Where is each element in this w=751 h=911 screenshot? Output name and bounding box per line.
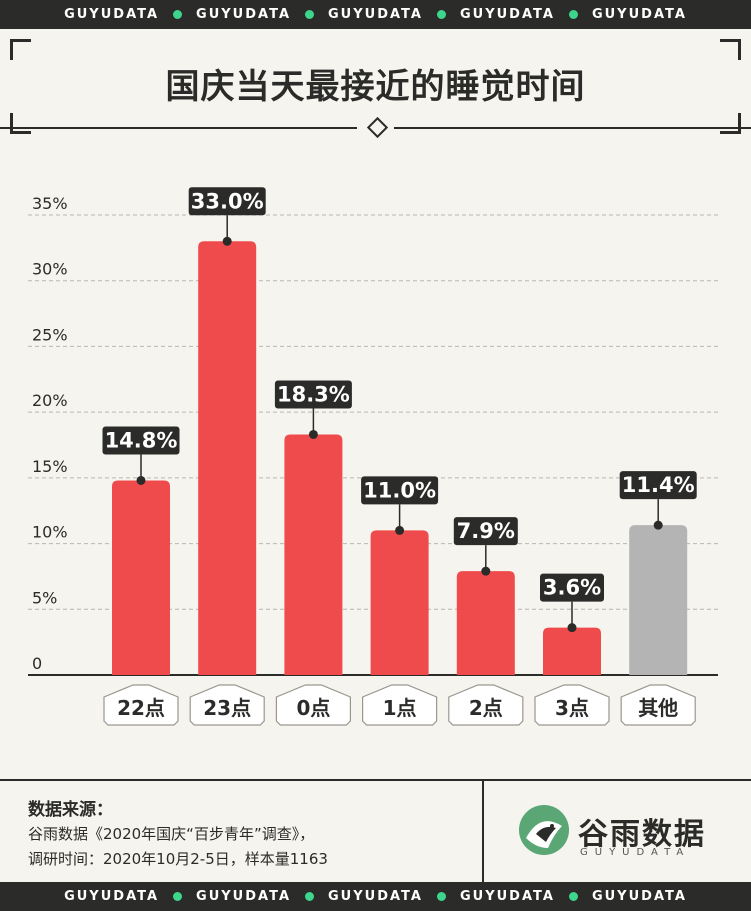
footer: 数据来源： 谷雨数据《2020年国庆“百步青年”调查》， 调研时间：2020年1… (0, 779, 751, 884)
value-label-box (361, 476, 439, 505)
banner-dot (173, 10, 183, 19)
category-label: 2点 (469, 696, 503, 720)
bar (284, 434, 343, 675)
value-label-box (540, 573, 604, 602)
value-label: 3.6% (543, 576, 601, 600)
title-frame-corner (720, 113, 741, 134)
banner-text: GUYUDATA (64, 889, 160, 904)
value-label-box (188, 187, 266, 216)
bar (198, 241, 257, 676)
banner-text: GUYUDATA (196, 889, 292, 904)
source-text: 谷雨数据《2020年国庆“百步青年”调查》， (28, 825, 315, 843)
banner-dot (568, 892, 578, 901)
banner-dot (173, 892, 183, 901)
bar-dot (653, 520, 663, 530)
bar-chart: 0 5% 10% 15% 20% 25% 30% 35% 14.8% 22点 33.0% 23点 18.… (28, 187, 718, 726)
y-tick-label: 35% (32, 194, 68, 213)
banner-text: GUYUDATA (64, 7, 160, 22)
main-panel: 国庆当天最接近的睡觉时间 0 5% 10% 15% 20% 25% 30% 35% 14.8% 2… (0, 29, 751, 884)
category-tag (534, 684, 610, 726)
bar-dot (567, 623, 577, 633)
bar-dot (136, 475, 146, 485)
banner-text: GUYUDATA (328, 7, 423, 22)
y-tick-label: 25% (32, 325, 68, 344)
chart-title: 国庆当天最接近的睡觉时间 (165, 67, 586, 107)
value-label-box (274, 380, 352, 409)
bar (543, 627, 601, 675)
banner-dot (305, 10, 315, 19)
banner-dot (436, 10, 446, 19)
y-tick-label: 5% (32, 588, 57, 607)
banner-text: GUYUDATA (459, 7, 555, 22)
y-tick-label: 10% (32, 523, 68, 542)
category-label: 22点 (117, 696, 165, 720)
value-label-box (453, 517, 518, 546)
title-divider (394, 127, 751, 129)
value-label: 11.4% (622, 473, 695, 497)
bar-dot (222, 236, 232, 246)
title-frame-corner (10, 39, 31, 60)
brand-name: 谷雨数据 (578, 817, 706, 852)
top-banner: GUYUDATA GUYUDATA GUYUDATA GUYUDATA GUYU… (0, 0, 751, 29)
bar (370, 530, 429, 675)
value-label: 11.0% (363, 478, 436, 502)
bar-dot (308, 429, 318, 439)
title-frame-corner (720, 39, 741, 60)
category-tag (620, 684, 696, 726)
y-tick-label: 30% (32, 260, 68, 279)
brand-subtitle: GUYUDATA (580, 847, 691, 858)
banner-dot (568, 10, 578, 19)
bar (112, 480, 170, 675)
y-tick-label: 0 (32, 654, 42, 673)
category-label: 其他 (638, 696, 678, 720)
category-label: 3点 (555, 696, 589, 720)
value-label: 33.0% (191, 189, 264, 213)
banner-text: GUYUDATA (459, 889, 555, 904)
category-tag (103, 684, 179, 726)
category-tag (189, 684, 265, 726)
banner-text: GUYUDATA (591, 7, 687, 22)
value-label: 14.8% (105, 428, 178, 452)
banner-dot (436, 892, 446, 901)
bar-dot (395, 525, 405, 535)
bar (629, 525, 688, 675)
title-frame-corner (10, 113, 31, 134)
category-label: 23点 (203, 696, 251, 720)
title-divider (0, 127, 357, 129)
y-tick-label: 20% (32, 391, 68, 410)
value-label: 7.9% (457, 519, 515, 543)
category-tag (275, 684, 351, 726)
category-tag (448, 684, 524, 726)
banner-dot (305, 892, 315, 901)
category-tag (362, 684, 438, 726)
source-text: 调研时间：2020年10月2-5日，样本量1163 (28, 850, 328, 868)
banner-text: GUYUDATA (328, 889, 423, 904)
value-label-box (102, 426, 180, 455)
banner-text: GUYUDATA (591, 889, 687, 904)
value-label-box (619, 471, 697, 500)
category-label: 0点 (296, 696, 330, 720)
bar-dot (481, 566, 491, 576)
value-label: 18.3% (277, 382, 350, 406)
y-tick-label: 15% (32, 457, 68, 476)
banner-text: GUYUDATA (196, 7, 292, 22)
bar (456, 571, 515, 675)
source-title: 数据来源： (28, 800, 113, 820)
bird-logo-icon (519, 805, 569, 855)
bottom-banner: GUYUDATA GUYUDATA GUYUDATA GUYUDATA GUYU… (0, 882, 751, 911)
footer-divider (482, 781, 484, 884)
category-label: 1点 (383, 696, 417, 720)
